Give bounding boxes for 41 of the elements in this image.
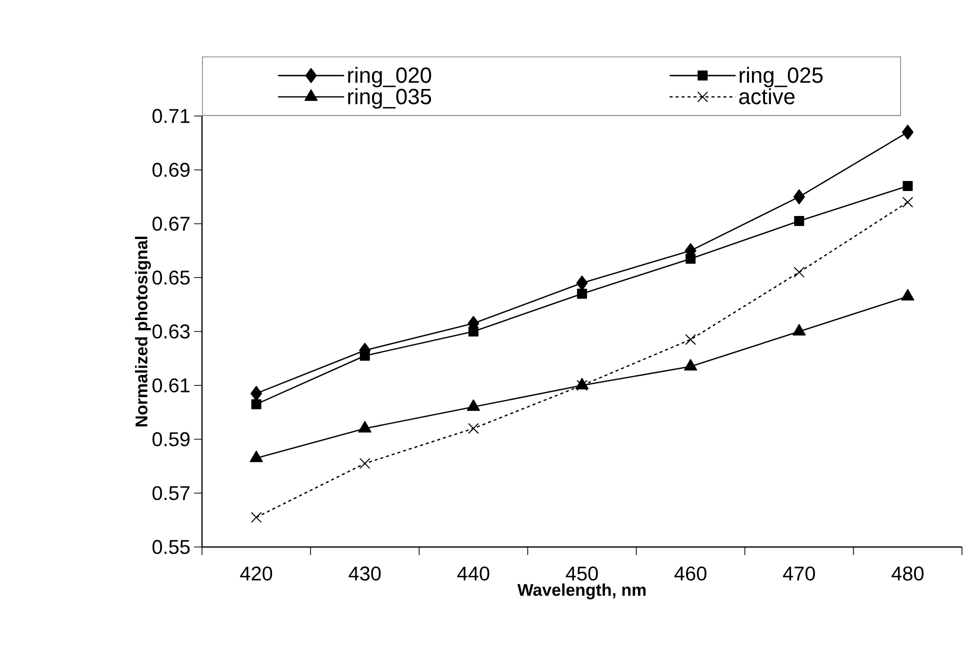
point [902, 181, 913, 192]
y-tick-label: 0.65 [152, 270, 190, 285]
y-tick-label: 0.61 [152, 378, 190, 392]
point [686, 254, 696, 264]
point [794, 266, 805, 278]
y-tick-label: 0.67 [152, 216, 190, 231]
point [250, 450, 263, 462]
point [360, 350, 370, 361]
point [250, 386, 262, 401]
point [359, 458, 370, 469]
legend-label: ring_025 [740, 66, 823, 88]
point [576, 276, 588, 290]
x-axis-title: Wavelength, nm [517, 583, 646, 600]
point [577, 288, 588, 299]
point [794, 216, 804, 226]
x-tick-label: 480 [892, 566, 924, 581]
y-axis-title: Normalized photosignal [135, 236, 151, 426]
x-tick-label: 470 [782, 566, 815, 581]
point [250, 512, 262, 523]
point [685, 334, 696, 346]
point [468, 326, 478, 336]
y-tick-label: 0.59 [152, 432, 190, 446]
x-tick-label: 420 [240, 566, 272, 581]
point [251, 399, 262, 410]
legend-label: ring_020 [348, 66, 432, 88]
x-tick-label: 450 [566, 566, 598, 581]
y-tick-label: 0.69 [152, 162, 190, 177]
y-tick-label: 0.71 [152, 108, 190, 124]
legend-label: ring_035 [348, 88, 432, 109]
y-tick-label: 0.55 [152, 540, 190, 554]
legend-label: active [739, 88, 795, 104]
point [902, 196, 914, 208]
y-tick-label: 0.63 [152, 324, 190, 339]
x-tick-label: 460 [674, 566, 706, 581]
point [684, 359, 698, 371]
x-tick-label: 440 [457, 566, 490, 581]
point [793, 189, 805, 204]
point [468, 423, 479, 434]
x-tick-label: 430 [348, 566, 381, 581]
y-tick-label: 0.57 [152, 486, 190, 500]
point [902, 124, 914, 140]
